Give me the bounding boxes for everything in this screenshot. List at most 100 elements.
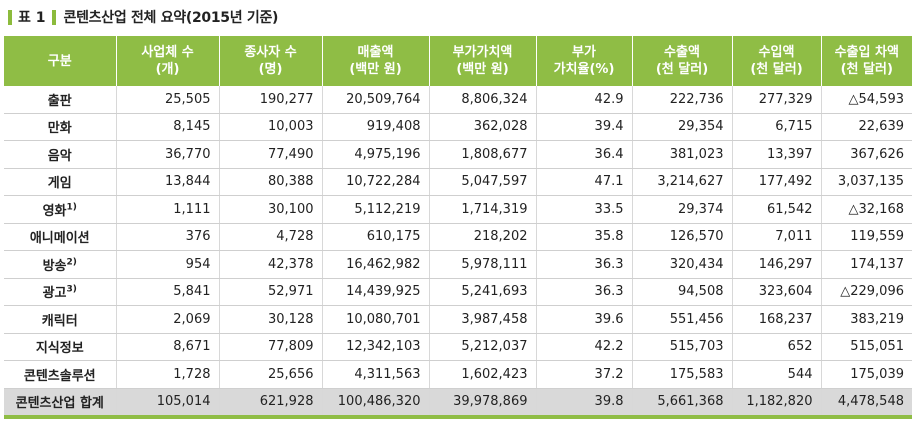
table-cell: 39.6 [535, 305, 632, 334]
table-cell: 12,342,103 [321, 333, 429, 361]
row-label: 캐릭터 [4, 305, 116, 334]
table-cell: 10,080,701 [321, 305, 429, 334]
column-header-line: 수출액 [664, 45, 700, 60]
table-cell: 381,023 [631, 140, 732, 169]
table-cell: 39.4 [535, 113, 632, 141]
table-row: 만화 8,145 10,003 919,408 362,028 39.4 29,354 6,7… [4, 113, 912, 141]
header-row: 구분 사업체 수 (개) 종사자 수 (명) 매출액 (백만 원) 부가가치액 (백만 원) 부가… [4, 36, 912, 86]
footnote-marker: 2) [66, 257, 77, 268]
table-cell: 515,051 [820, 333, 912, 361]
table-cell: 47.1 [535, 168, 632, 196]
table-cell: 42,378 [218, 250, 322, 279]
table-cell: 277,329 [731, 86, 821, 114]
table-cell: 105,014 [115, 388, 219, 419]
column-header-line: 부가 [572, 45, 596, 60]
column-header-line: 수입액 [758, 45, 795, 60]
column-header-line: (천 달러) [750, 62, 803, 77]
table-cell: 621,928 [218, 388, 322, 419]
table-cell: 3,987,458 [428, 305, 536, 334]
caption-bar-right [51, 9, 56, 25]
table-cell: 1,808,677 [428, 140, 536, 169]
table-cell: 37.2 [535, 360, 632, 389]
summary-table: 구분 사업체 수 (개) 종사자 수 (명) 매출액 (백만 원) 부가가치액 (백만 원) 부가… [4, 36, 912, 419]
table-cell: 8,671 [115, 333, 219, 361]
row-label-text: 콘텐츠산업 합계 [15, 396, 104, 412]
row-label-text: 게임 [47, 176, 72, 192]
table-cell: 218,202 [428, 223, 536, 251]
table-cell: 383,219 [820, 305, 912, 334]
table-cell: 36,770 [115, 140, 219, 169]
table-cell: 52,971 [218, 278, 322, 306]
table-cell: 29,374 [631, 195, 732, 224]
row-label-text: 영화 [42, 203, 67, 219]
row-label: 방송2) [4, 250, 116, 279]
table-cell: 544 [731, 360, 821, 389]
row-label-text: 만화 [47, 121, 72, 137]
row-label: 콘텐츠솔루션 [4, 360, 116, 389]
table-cell: 42.9 [535, 86, 632, 114]
table-row: 지식정보 8,671 77,809 12,342,103 5,212,037 42.2 51… [4, 333, 912, 361]
table-cell: 36.3 [535, 278, 632, 306]
table-cell: 8,806,324 [428, 86, 536, 114]
table-cell: 61,542 [731, 195, 821, 224]
table-cell: 7,011 [731, 223, 821, 251]
table-cell: 20,509,764 [321, 86, 429, 114]
column-header: 종사자 수 (명) [218, 36, 322, 86]
row-label-text: 음악 [47, 148, 72, 164]
column-header-line: 가치율(%) [553, 62, 615, 77]
table-cell: 5,241,693 [428, 278, 536, 306]
caption-title: 콘텐츠산업 전체 요약(2015년 기준) [63, 10, 279, 26]
row-label: 게임 [4, 168, 116, 196]
row-label: 음악 [4, 140, 116, 169]
table-row: 콘텐츠솔루션 1,728 25,656 4,311,563 1,602,423 37.2 1… [4, 360, 912, 389]
table-cell: 222,736 [631, 86, 732, 114]
row-label: 콘텐츠산업 합계 [4, 388, 116, 419]
table-cell: 367,626 [820, 140, 912, 169]
table-cell: 13,844 [115, 168, 219, 196]
table-cell: 175,039 [820, 360, 912, 389]
table-cell: 94,508 [631, 278, 732, 306]
table-cell: 5,112,219 [321, 195, 429, 224]
table-cell: 1,602,423 [428, 360, 536, 389]
table-cell: 919,408 [321, 113, 429, 141]
table-row: 게임 13,844 80,388 10,722,284 5,047,597 47.1 3,2… [4, 168, 912, 196]
table-cell: 5,841 [115, 278, 219, 306]
table-row: 캐릭터 2,069 30,128 10,080,701 3,987,458 39.6 551… [4, 305, 912, 334]
row-label: 출판 [4, 86, 116, 114]
row-label-text: 광고 [42, 286, 67, 302]
table-row: 영화1) 1,111 30,100 5,112,219 1,714,319 33.5 29,… [4, 195, 912, 224]
table-cell: 2,069 [115, 305, 219, 334]
table-cell: 3,214,627 [631, 168, 732, 196]
table-cell: 174,137 [820, 250, 912, 279]
table-cell: 954 [115, 250, 219, 279]
table-cell: 126,570 [631, 223, 732, 251]
column-header: 사업체 수 (개) [115, 36, 219, 86]
table-cell: 652 [731, 333, 821, 361]
table-cell: 5,047,597 [428, 168, 536, 196]
table-cell: 175,583 [631, 360, 732, 389]
column-header: 매출액 (백만 원) [321, 36, 429, 86]
table-cell: 25,656 [218, 360, 322, 389]
table-cell: △54,593 [820, 86, 912, 114]
table-cell: △229,096 [820, 278, 912, 306]
table-caption: 표 1 콘텐츠산업 전체 요약(2015년 기준) [8, 6, 278, 28]
table-row: 방송2) 954 42,378 16,462,982 5,978,111 36.3 320,… [4, 250, 912, 279]
table-body: 출판 25,505 190,277 20,509,764 8,806,324 42.9 22… [4, 86, 912, 419]
table-cell: 320,434 [631, 250, 732, 279]
table-cell: 362,028 [428, 113, 536, 141]
table-cell: 146,297 [731, 250, 821, 279]
table-cell: 168,237 [731, 305, 821, 334]
table-cell: 323,604 [731, 278, 821, 306]
column-header-line: (천 달러) [655, 62, 709, 77]
table-cell: 100,486,320 [321, 388, 429, 419]
table-cell: 10,003 [218, 113, 322, 141]
table-cell: 376 [115, 223, 219, 251]
table-cell: 42.2 [535, 333, 632, 361]
table-cell: 22,639 [820, 113, 912, 141]
column-header-line: (천 달러) [840, 62, 893, 77]
total-row: 콘텐츠산업 합계 105,014 621,928 100,486,320 39,978,… [4, 388, 912, 419]
table-cell: 30,128 [218, 305, 322, 334]
table-cell: 515,703 [631, 333, 732, 361]
table-cell: 1,728 [115, 360, 219, 389]
table-cell: 80,388 [218, 168, 322, 196]
